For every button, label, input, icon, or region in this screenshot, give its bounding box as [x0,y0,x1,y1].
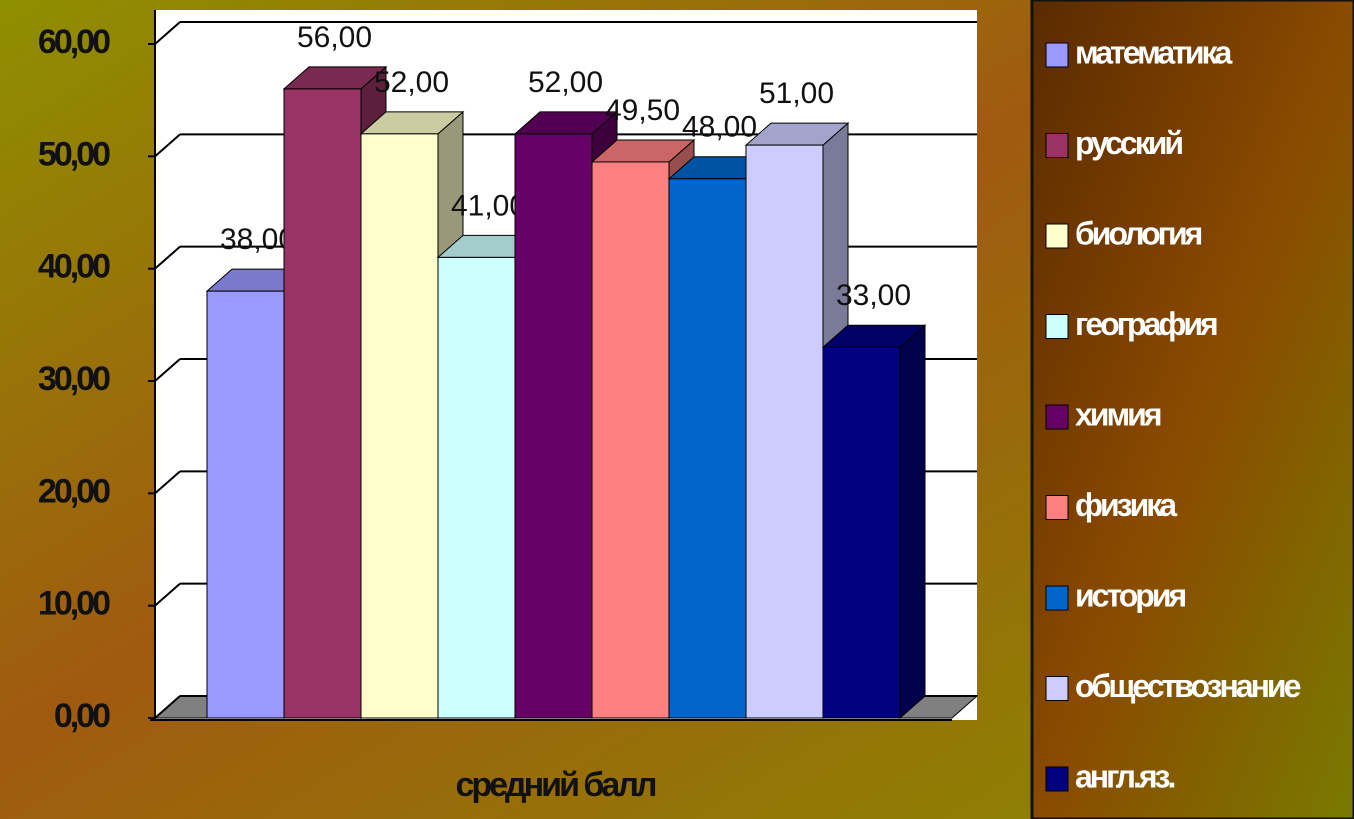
legend-swatch [1045,766,1069,792]
x-tick-label: средний балл [455,766,655,804]
data-label: 52,00 [528,66,603,99]
bar [437,256,516,719]
legend-label: история [1075,577,1185,613]
y-tick-label: 20,00 [38,472,110,510]
data-label: 49,50 [605,94,680,127]
bar [822,346,901,719]
bar [206,290,285,719]
legend-swatch [1045,585,1069,611]
y-tick-label: 30,00 [38,360,110,398]
grid-line [154,21,181,45]
bar [283,88,362,719]
y-tick-label: 0,00 [54,697,110,735]
grid-line [154,245,181,270]
grid-line [154,695,181,719]
data-label: 48,00 [682,111,757,144]
y-tick-label: 50,00 [38,135,110,173]
y-tick-label: 10,00 [38,585,110,623]
bar [745,144,824,719]
legend-swatch [1045,404,1069,430]
data-label: 33,00 [836,279,911,312]
legend-label: русский [1075,125,1182,161]
grid-line [154,358,181,382]
legend-box [1030,0,1354,819]
grid-line [154,133,181,158]
data-label: 41,00 [451,189,526,222]
bar [514,133,593,719]
bar [668,178,747,719]
legend-swatch [1045,495,1069,520]
legend-label: англ.яз. [1075,758,1174,794]
bar [591,161,670,719]
legend-swatch [1045,42,1069,68]
data-label: 56,00 [297,21,372,54]
legend-label: обществознание [1075,668,1301,704]
bar [360,133,439,719]
legend-label: физика [1075,487,1177,523]
y-tick-label: 40,00 [38,248,110,286]
legend-label: химия [1075,396,1161,432]
data-label: 52,00 [374,66,449,99]
data-label: 38,00 [220,223,295,256]
grid-line [154,470,181,495]
bar-side [899,324,926,720]
legend-label: география [1075,306,1217,342]
legend-label: биология [1075,215,1202,251]
legend-label: математика [1075,34,1233,70]
legend-swatch [1045,223,1069,249]
legend-swatch [1045,314,1069,339]
grid-line [154,582,181,607]
data-label: 51,00 [759,77,834,110]
y-tick-label: 60,00 [38,23,110,61]
legend-swatch [1045,133,1069,158]
legend-swatch [1045,676,1069,701]
